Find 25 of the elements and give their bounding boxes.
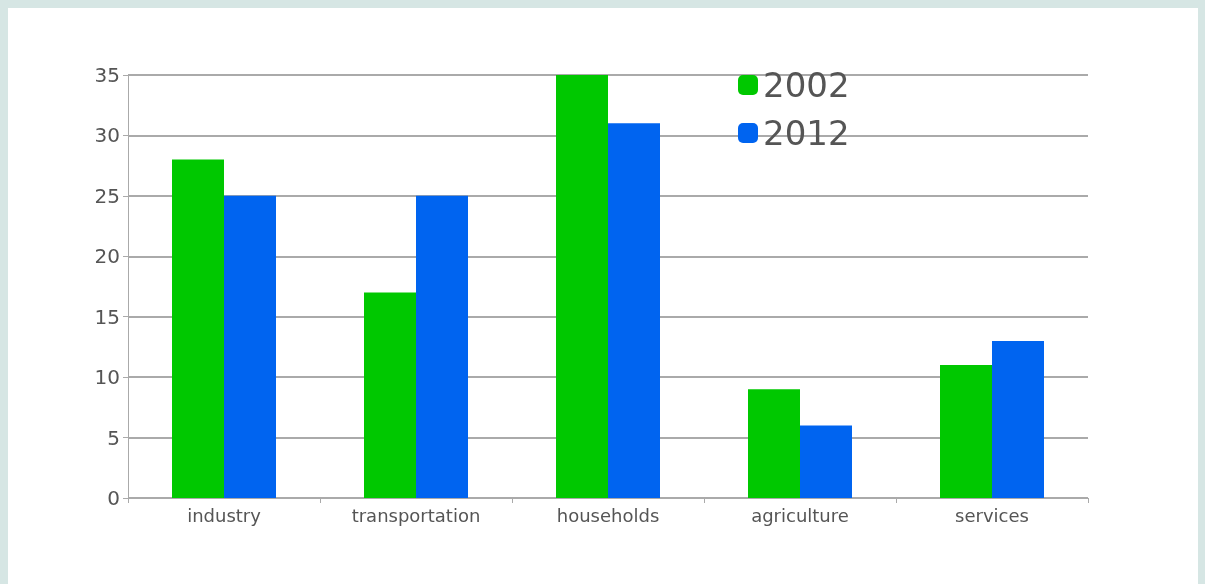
bar	[940, 365, 992, 498]
y-tick-label: 15	[94, 304, 120, 329]
x-tick-label: services	[955, 504, 1029, 526]
bar	[172, 159, 224, 498]
x-tick-label: industry	[187, 504, 262, 526]
legend-label: 2012	[763, 113, 850, 153]
y-tick-label: 25	[94, 183, 120, 208]
bar	[992, 340, 1044, 498]
x-tick-label: households	[556, 504, 660, 526]
bar	[224, 195, 276, 498]
y-tick-label: 0	[107, 486, 120, 510]
y-tick-label: 20	[94, 244, 120, 269]
y-tick-label: 35	[94, 63, 120, 87]
x-tick-label: agriculture	[751, 504, 849, 526]
y-tick-label: 5	[107, 425, 120, 450]
y-tick-label: 30	[94, 123, 120, 148]
bar	[608, 123, 660, 498]
bar	[800, 425, 852, 498]
bar	[748, 389, 800, 498]
legend-label: 2002	[763, 65, 850, 105]
bar	[556, 75, 608, 498]
bar	[416, 195, 468, 498]
x-tick-label: transportation	[351, 504, 481, 526]
bar	[364, 292, 416, 498]
y-tick-label: 10	[94, 365, 120, 390]
